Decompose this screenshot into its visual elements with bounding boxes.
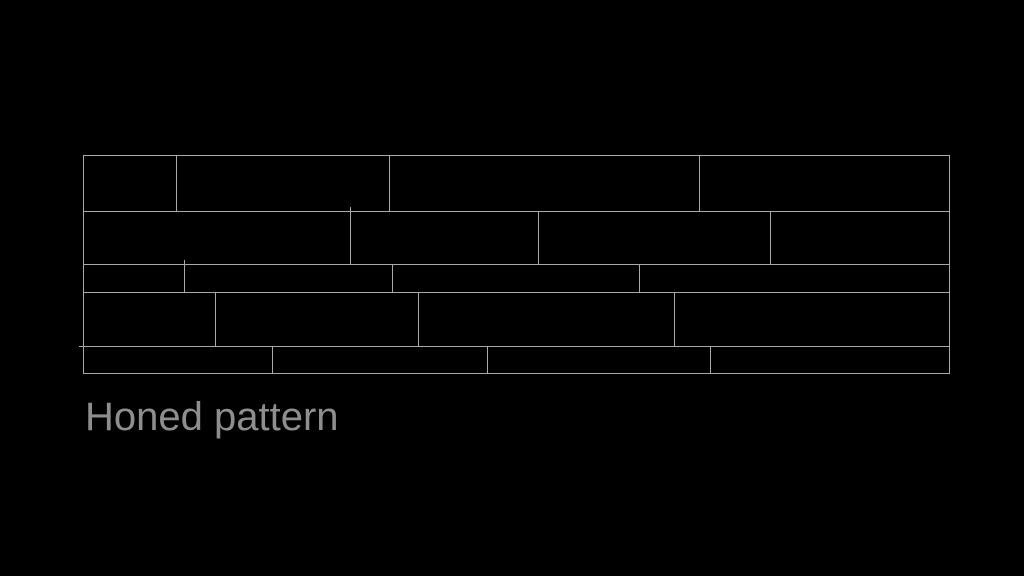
plank-seam-line — [418, 292, 419, 346]
plank-seam-line — [272, 346, 273, 374]
plank-seam-line — [699, 155, 700, 211]
plank-seam-line — [639, 264, 640, 292]
plank-seam-line — [487, 346, 488, 374]
plank-seam-line — [770, 211, 771, 264]
plank-seam-line — [389, 155, 390, 211]
board-row-boundary-line — [79, 346, 950, 347]
plank-seam-line — [176, 155, 177, 211]
plank-seam-line — [538, 211, 539, 264]
plank-seam-line — [350, 207, 351, 264]
board-row-boundary-line — [83, 292, 950, 293]
plank-seam-line — [674, 292, 675, 346]
plank-pattern-diagram — [79, 155, 950, 374]
plank-seam-line — [215, 292, 216, 346]
pattern-label: Honed pattern — [85, 395, 339, 439]
plank-seam-line — [184, 260, 185, 292]
board-row-boundary-line — [83, 211, 950, 212]
plank-seam-line — [392, 264, 393, 292]
board-row-boundary-line — [83, 264, 950, 265]
plank-seam-line — [710, 346, 711, 374]
